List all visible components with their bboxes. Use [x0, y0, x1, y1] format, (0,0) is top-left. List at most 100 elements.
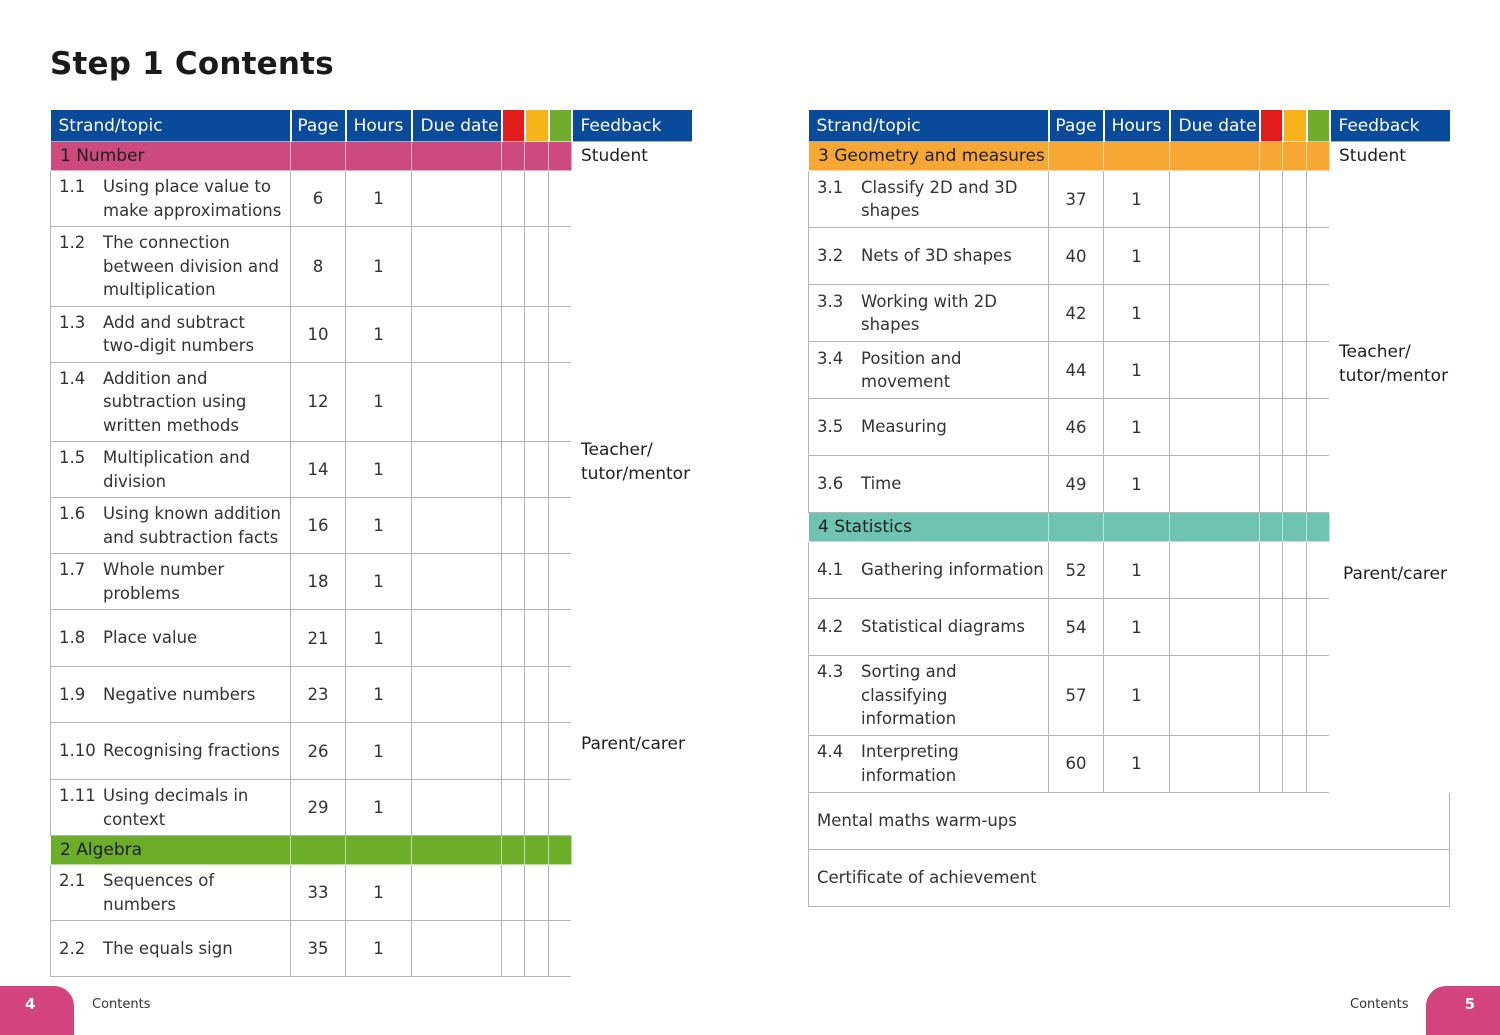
topic-row: 1.9 Negative numbers 23 1: [50, 666, 692, 723]
strand-cell: [1259, 141, 1283, 171]
green-rating-cell[interactable]: [548, 441, 572, 498]
green-rating-cell[interactable]: [1306, 655, 1330, 736]
amber-rating-cell[interactable]: [524, 497, 549, 554]
due-date-cell[interactable]: [1169, 284, 1260, 342]
due-date-cell[interactable]: [411, 864, 502, 921]
red-rating-cell[interactable]: [501, 722, 525, 780]
amber-rating-cell[interactable]: [524, 920, 549, 977]
red-rating-cell[interactable]: [1259, 341, 1283, 399]
red-rating-cell[interactable]: [1259, 455, 1283, 513]
due-date-cell[interactable]: [411, 497, 502, 554]
green-rating-cell[interactable]: [1306, 734, 1330, 793]
red-rating-cell[interactable]: [501, 305, 525, 363]
due-date-cell[interactable]: [1169, 734, 1260, 793]
green-rating-cell[interactable]: [1306, 170, 1330, 228]
green-rating-cell[interactable]: [1306, 541, 1330, 599]
due-date-cell[interactable]: [411, 226, 502, 307]
due-date-cell[interactable]: [411, 666, 502, 723]
red-rating-cell[interactable]: [1259, 655, 1283, 736]
amber-rating-cell[interactable]: [1282, 655, 1307, 736]
red-rating-cell[interactable]: [1259, 170, 1283, 228]
red-rating-cell[interactable]: [501, 920, 525, 977]
feedback-cell[interactable]: Student Teacher/ tutor/mentor Parent/carer: [571, 141, 692, 977]
due-date-cell[interactable]: [411, 361, 502, 442]
green-rating-cell[interactable]: [548, 497, 572, 554]
red-rating-cell[interactable]: [501, 441, 525, 498]
due-date-cell[interactable]: [411, 722, 502, 780]
red-rating-cell[interactable]: [501, 666, 525, 723]
due-date-cell[interactable]: [411, 441, 502, 498]
due-date-cell[interactable]: [411, 170, 502, 227]
green-rating-cell[interactable]: [548, 609, 572, 667]
green-rating-cell[interactable]: [548, 920, 572, 977]
red-rating-cell[interactable]: [501, 497, 525, 554]
due-date-cell[interactable]: [1169, 655, 1260, 736]
red-rating-cell[interactable]: [1259, 598, 1283, 656]
amber-rating-cell[interactable]: [524, 609, 549, 667]
red-rating-cell[interactable]: [1259, 284, 1283, 342]
amber-rating-cell[interactable]: [524, 722, 549, 780]
amber-rating-cell[interactable]: [524, 361, 549, 442]
amber-rating-cell[interactable]: [524, 864, 549, 921]
topic-row: 1.1 Using place value to make approximati…: [50, 170, 692, 227]
amber-rating-cell[interactable]: [1282, 227, 1307, 285]
topic-title: The equals sign: [103, 938, 233, 958]
green-rating-cell[interactable]: [548, 779, 572, 836]
green-rating-cell[interactable]: [1306, 598, 1330, 656]
green-rating-cell[interactable]: [1306, 284, 1330, 342]
feedback-cell[interactable]: Student Teacher/ tutor/mentor Parent/carer: [1329, 141, 1450, 793]
amber-rating-cell[interactable]: [524, 170, 549, 227]
amber-rating-cell[interactable]: [524, 305, 549, 363]
due-date-cell[interactable]: [1169, 541, 1260, 599]
amber-rating-cell[interactable]: [1282, 541, 1307, 599]
due-date-cell[interactable]: [1169, 398, 1260, 456]
due-date-cell[interactable]: [1169, 170, 1260, 228]
red-rating-cell[interactable]: [1259, 398, 1283, 456]
red-rating-cell[interactable]: [501, 226, 525, 307]
amber-rating-cell[interactable]: [1282, 598, 1307, 656]
green-rating-cell[interactable]: [1306, 398, 1330, 456]
red-rating-cell[interactable]: [1259, 734, 1283, 793]
red-rating-cell[interactable]: [501, 609, 525, 667]
due-date-cell[interactable]: [411, 609, 502, 667]
red-rating-cell[interactable]: [1259, 541, 1283, 599]
amber-rating-cell[interactable]: [1282, 455, 1307, 513]
due-date-cell[interactable]: [411, 779, 502, 836]
green-rating-cell[interactable]: [1306, 227, 1330, 285]
due-date-cell[interactable]: [1169, 227, 1260, 285]
green-rating-cell[interactable]: [548, 864, 572, 921]
amber-rating-cell[interactable]: [1282, 170, 1307, 228]
amber-rating-cell[interactable]: [1282, 398, 1307, 456]
green-rating-cell[interactable]: [548, 553, 572, 610]
due-date-cell[interactable]: [1169, 598, 1260, 656]
due-date-cell[interactable]: [411, 553, 502, 610]
amber-rating-cell[interactable]: [1282, 734, 1307, 793]
amber-rating-cell[interactable]: [524, 553, 549, 610]
green-rating-cell[interactable]: [548, 722, 572, 780]
amber-rating-cell[interactable]: [524, 779, 549, 836]
amber-rating-cell[interactable]: [524, 441, 549, 498]
red-rating-cell[interactable]: [501, 553, 525, 610]
red-rating-cell[interactable]: [501, 779, 525, 836]
red-rating-cell[interactable]: [501, 864, 525, 921]
green-rating-cell[interactable]: [548, 305, 572, 363]
red-rating-cell[interactable]: [501, 361, 525, 442]
green-rating-cell[interactable]: [548, 361, 572, 442]
green-rating-cell[interactable]: [548, 226, 572, 307]
topic-number: 1.1: [59, 177, 86, 196]
red-rating-cell[interactable]: [501, 170, 525, 227]
due-date-cell[interactable]: [1169, 341, 1260, 399]
green-rating-cell[interactable]: [1306, 341, 1330, 399]
strand-cell: [1169, 141, 1260, 171]
amber-rating-cell[interactable]: [524, 226, 549, 307]
green-rating-cell[interactable]: [548, 666, 572, 723]
due-date-cell[interactable]: [411, 305, 502, 363]
red-rating-cell[interactable]: [1259, 227, 1283, 285]
due-date-cell[interactable]: [411, 920, 502, 977]
due-date-cell[interactable]: [1169, 455, 1260, 513]
green-rating-cell[interactable]: [1306, 455, 1330, 513]
amber-rating-cell[interactable]: [1282, 341, 1307, 399]
amber-rating-cell[interactable]: [1282, 284, 1307, 342]
amber-rating-cell[interactable]: [524, 666, 549, 723]
green-rating-cell[interactable]: [548, 170, 572, 227]
